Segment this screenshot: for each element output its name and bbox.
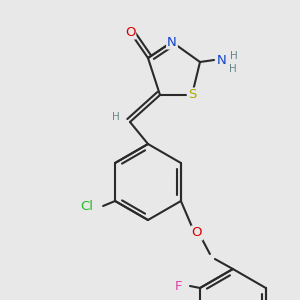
Text: Cl: Cl [81, 200, 94, 212]
Text: S: S [188, 88, 196, 101]
Text: H: H [229, 64, 237, 74]
Text: H: H [112, 112, 120, 122]
Text: N: N [167, 35, 177, 49]
Text: N: N [217, 53, 227, 67]
Text: O: O [125, 26, 135, 38]
Text: O: O [192, 226, 202, 239]
Text: F: F [174, 280, 182, 292]
Text: H: H [230, 51, 238, 61]
